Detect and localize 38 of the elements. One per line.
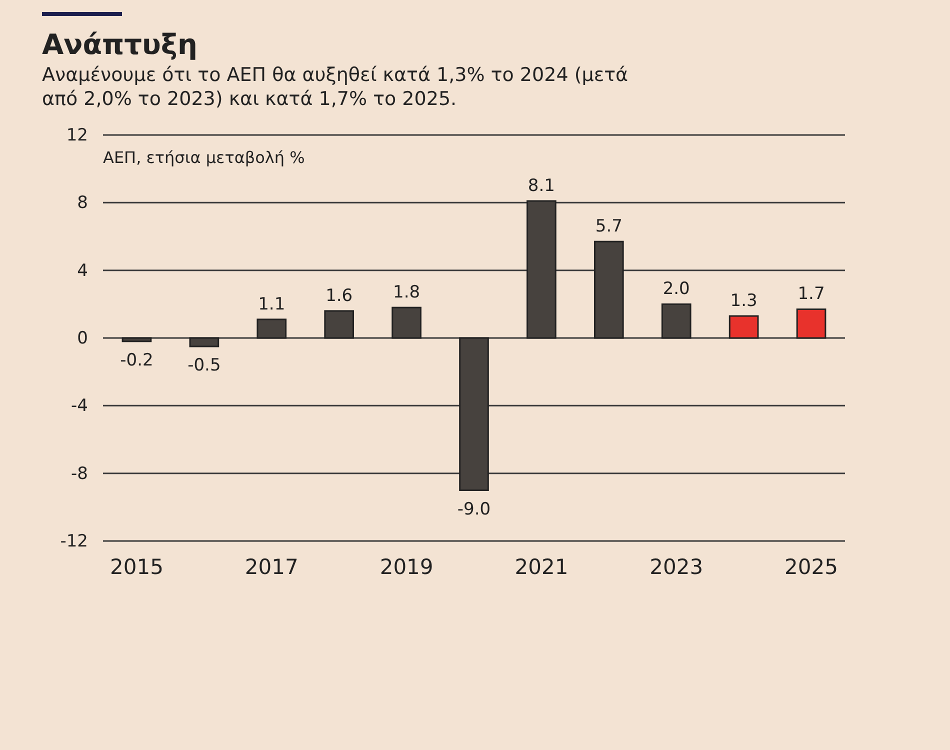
x-tick-label: 2023 <box>650 554 704 579</box>
x-tick-label: 2021 <box>514 554 568 579</box>
data-label: 1.3 <box>730 291 758 312</box>
data-label: -0.5 <box>188 355 221 376</box>
bar <box>256 318 287 339</box>
chart-subtitle: Αναμένουμε ότι το ΑΕΠ θα αυξηθεί κατά 1,3% το 2024 (μετά από 2,0% το 2023) και κατά 1,7% το 2025. <box>42 63 630 111</box>
data-label: 1.1 <box>258 294 286 314</box>
data-label: 8.1 <box>528 176 555 196</box>
bar <box>661 303 692 339</box>
data-label: 2.0 <box>662 279 690 300</box>
y-axis-title: ΑΕΠ, ετήσια μεταβολή % <box>103 148 305 167</box>
y-tick-label: -4 <box>71 396 88 416</box>
bar <box>796 308 826 339</box>
x-tick-label: 2015 <box>110 554 164 579</box>
data-label: -0.2 <box>120 350 154 370</box>
x-tick-label: 2025 <box>784 554 838 579</box>
data-label: 1.6 <box>326 286 353 306</box>
bar <box>122 337 152 342</box>
y-tick-label: 0 <box>77 328 88 348</box>
y-tick-label: -12 <box>60 531 88 552</box>
data-label: -9.0 <box>457 499 491 520</box>
bar <box>459 337 489 491</box>
data-label: 1.8 <box>393 282 420 303</box>
y-tick-label: 4 <box>77 260 88 281</box>
y-tick-label: 12 <box>66 125 88 146</box>
data-label: 1.7 <box>798 284 825 304</box>
y-tick-label: 8 <box>77 193 88 214</box>
bar <box>324 310 354 339</box>
bar <box>526 200 556 339</box>
bar <box>392 306 422 339</box>
bar <box>594 240 624 339</box>
chart-title: Ανάπτυξη <box>42 28 198 61</box>
x-tick-label: 2019 <box>380 554 434 579</box>
bar <box>189 337 220 348</box>
y-tick-label: -8 <box>71 464 88 484</box>
x-tick-label: 2017 <box>244 554 298 579</box>
data-label: 5.7 <box>595 216 622 237</box>
bar <box>728 315 759 339</box>
